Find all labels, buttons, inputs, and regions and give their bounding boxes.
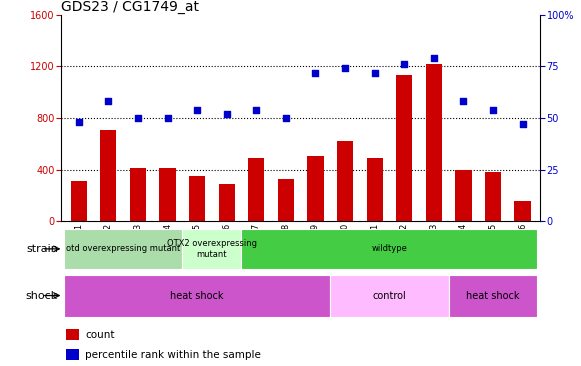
Point	[370, 70, 379, 75]
Text: otd overexpressing mutant: otd overexpressing mutant	[66, 244, 180, 253]
Bar	[66, 329, 79, 340]
Bar	[100, 130, 116, 221]
Bar	[396, 75, 413, 221]
Bar	[367, 158, 383, 221]
Bar	[66, 349, 79, 361]
Bar	[248, 158, 264, 221]
Point	[252, 107, 261, 113]
Text: shock: shock	[26, 291, 58, 300]
Point	[133, 115, 142, 121]
Text: strain: strain	[26, 244, 58, 254]
Point	[518, 121, 527, 127]
Text: GDS23 / CG1749_at: GDS23 / CG1749_at	[61, 0, 199, 14]
Text: count: count	[85, 330, 114, 340]
Bar	[514, 201, 530, 221]
Point	[74, 119, 84, 125]
Bar	[330, 274, 449, 317]
Text: OTX2 overexpressing
mutant: OTX2 overexpressing mutant	[167, 239, 257, 259]
Bar	[182, 229, 242, 269]
Bar	[278, 179, 294, 221]
Text: heat shock: heat shock	[466, 291, 520, 300]
Point	[163, 115, 172, 121]
Point	[429, 55, 439, 61]
Point	[222, 111, 231, 117]
Point	[489, 107, 498, 113]
Bar	[337, 141, 353, 221]
Bar	[456, 170, 472, 221]
Point	[400, 61, 409, 67]
Bar	[71, 182, 87, 221]
Text: wildtype: wildtype	[371, 244, 407, 253]
Text: control: control	[372, 291, 406, 300]
Text: heat shock: heat shock	[170, 291, 224, 300]
Bar	[426, 64, 442, 221]
Point	[340, 66, 350, 71]
Point	[103, 98, 113, 104]
Point	[281, 115, 290, 121]
Bar	[130, 168, 146, 221]
Point	[311, 70, 320, 75]
Bar	[64, 274, 330, 317]
Bar	[307, 156, 324, 221]
Point	[459, 98, 468, 104]
Bar	[64, 229, 182, 269]
Bar	[189, 176, 205, 221]
Text: percentile rank within the sample: percentile rank within the sample	[85, 350, 261, 360]
Point	[192, 107, 202, 113]
Bar	[449, 274, 537, 317]
Bar	[242, 229, 537, 269]
Bar	[218, 184, 235, 221]
Bar	[485, 172, 501, 221]
Bar	[159, 168, 175, 221]
